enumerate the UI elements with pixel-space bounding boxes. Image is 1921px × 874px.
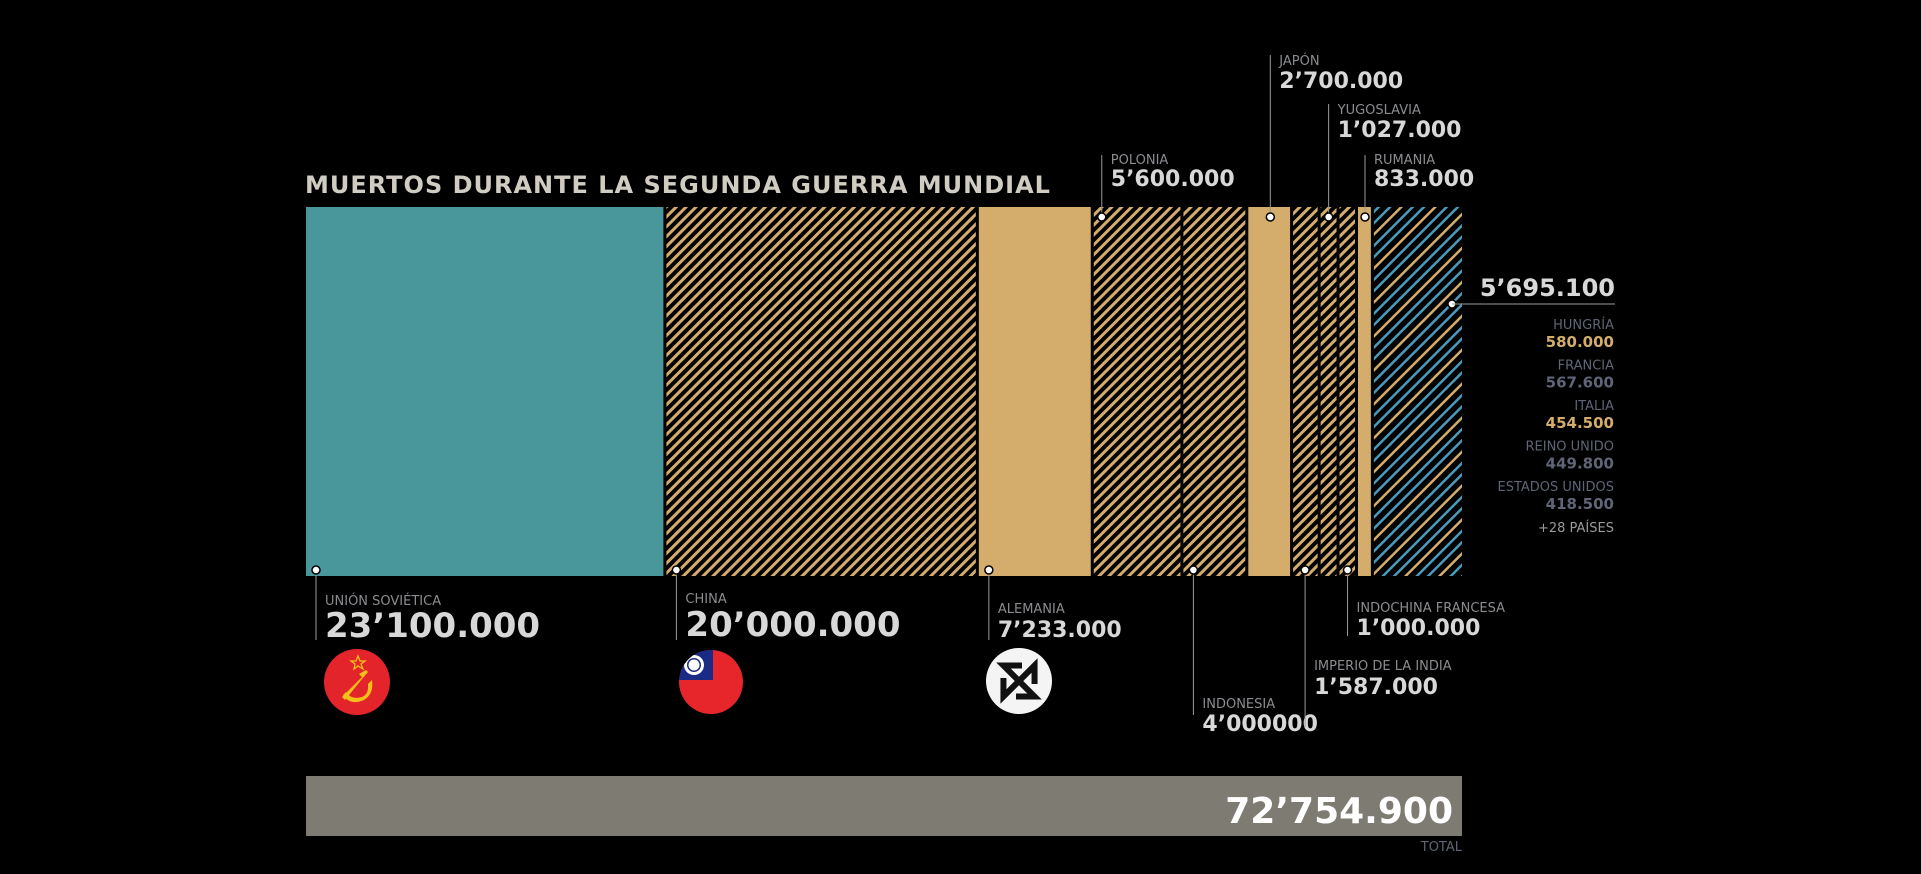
- others-country-value: 418.500: [1546, 495, 1614, 513]
- country-value: 833.000: [1374, 167, 1474, 192]
- others-country-name: ITALIA: [1574, 399, 1614, 414]
- total-bar: [306, 776, 1462, 836]
- country-name: RUMANIA: [1374, 153, 1435, 168]
- bar-segment-10: [1358, 207, 1371, 576]
- others-total: 5’695.100: [1480, 274, 1615, 302]
- bar-segment-9: [1339, 207, 1355, 576]
- anchor-dot: [984, 565, 994, 575]
- country-name: ALEMANIA: [998, 602, 1065, 617]
- country-value: 2’700.000: [1279, 69, 1403, 94]
- country-value: 4’000000: [1202, 712, 1318, 737]
- anchor-dot: [1342, 565, 1353, 575]
- country-name: INDOCHINA FRANCESA: [1357, 601, 1506, 616]
- country-value: 1’027.000: [1338, 118, 1462, 143]
- country-name: YUGOSLAVIA: [1337, 103, 1421, 118]
- country-value: 1’587.000: [1314, 675, 1438, 700]
- anchor-dot: [1097, 212, 1107, 222]
- country-value: 5’600.000: [1111, 167, 1235, 192]
- anchor-dot: [1300, 565, 1310, 575]
- bar-segment-7: [1293, 207, 1318, 576]
- bar-segment-3: [978, 207, 1091, 576]
- stacked-bar: [306, 207, 1462, 576]
- flag-icons: [324, 648, 1052, 715]
- swastika-flag-icon: [986, 648, 1052, 714]
- country-name: IMPERIO DE LA INDIA: [1314, 659, 1452, 674]
- anchor-dot: [671, 565, 682, 575]
- anchor-dot: [1188, 565, 1199, 575]
- others-country-name: HUNGRÍA: [1553, 317, 1614, 333]
- bar-segment-8: [1320, 207, 1337, 576]
- taiwan-flag-icon: [679, 650, 743, 714]
- country-name: JAPÓN: [1278, 53, 1319, 69]
- bar-segment-2: [666, 207, 976, 576]
- country-name: INDONESIA: [1202, 697, 1275, 712]
- others-country-value: 580.000: [1546, 333, 1614, 351]
- others-country-name: REINO UNIDO: [1526, 440, 1615, 455]
- others-country-value: 454.500: [1546, 414, 1614, 432]
- bar-segment-4: [1093, 207, 1181, 576]
- others-more-count: +28 PAÍSES: [1538, 520, 1614, 536]
- country-value: 1’000.000: [1357, 616, 1481, 641]
- chart-title: MUERTOS DURANTE LA SEGUNDA GUERRA MUNDIA…: [305, 171, 1051, 199]
- others-country-name: FRANCIA: [1558, 359, 1615, 374]
- anchor-dot: [1265, 212, 1276, 222]
- others-country-value: 567.600: [1546, 374, 1614, 392]
- country-value: 23’100.000: [325, 606, 540, 646]
- bar-segment-11: [1373, 207, 1462, 576]
- others-country-value: 449.800: [1546, 455, 1614, 473]
- country-value: 7’233.000: [998, 618, 1122, 643]
- soviet-flag-icon: [324, 649, 390, 715]
- anchor-dot: [1323, 212, 1334, 222]
- bar-segment-6: [1248, 207, 1291, 576]
- anchor-dot: [1360, 212, 1370, 222]
- country-name: POLONIA: [1111, 153, 1169, 168]
- total-value: 72’754.900: [1225, 791, 1453, 832]
- others-country-name: ESTADOS UNIDOS: [1498, 480, 1615, 495]
- total-caption: TOTAL: [1420, 840, 1463, 855]
- country-name: UNIÓN SOVIÉTICA: [325, 593, 441, 609]
- bar-segment-1: [306, 207, 664, 576]
- country-name: CHINA: [685, 592, 726, 607]
- country-value: 20’000.000: [685, 605, 900, 645]
- anchor-dot: [311, 565, 321, 575]
- total-bar-group: 72’754.900 TOTAL: [306, 776, 1463, 855]
- bar-segment-5: [1183, 207, 1246, 576]
